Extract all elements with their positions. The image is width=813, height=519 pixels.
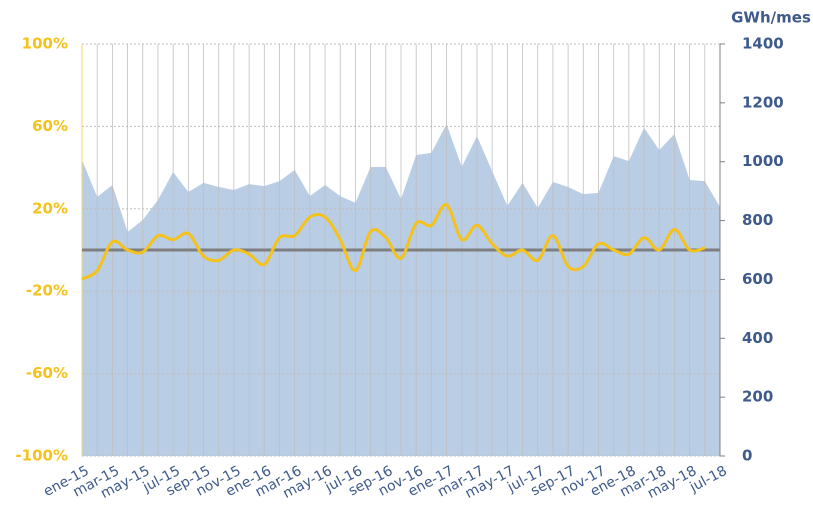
y2-tick-label: 600 [742, 270, 773, 288]
y2-tick-label: 800 [742, 211, 773, 229]
y2-axis-label: GWh/mes [731, 9, 811, 27]
y2-tick-label: 0 [742, 447, 752, 465]
y2-tick-label: 1400 [742, 35, 784, 53]
y2-tick-label: 200 [742, 388, 773, 406]
y2-tick-label: 1200 [742, 93, 784, 111]
y2-tick-label: 1000 [742, 152, 784, 170]
y2-tick-label: 400 [742, 329, 773, 347]
y-tick-label: 20% [32, 199, 68, 217]
y-tick-label: -60% [26, 364, 68, 382]
y-tick-label: -20% [26, 282, 68, 300]
line [81, 203, 706, 281]
y-tick-label: -100% [15, 447, 68, 465]
y-tick-label: 100% [22, 35, 68, 53]
y-tick-label: 60% [32, 117, 68, 135]
